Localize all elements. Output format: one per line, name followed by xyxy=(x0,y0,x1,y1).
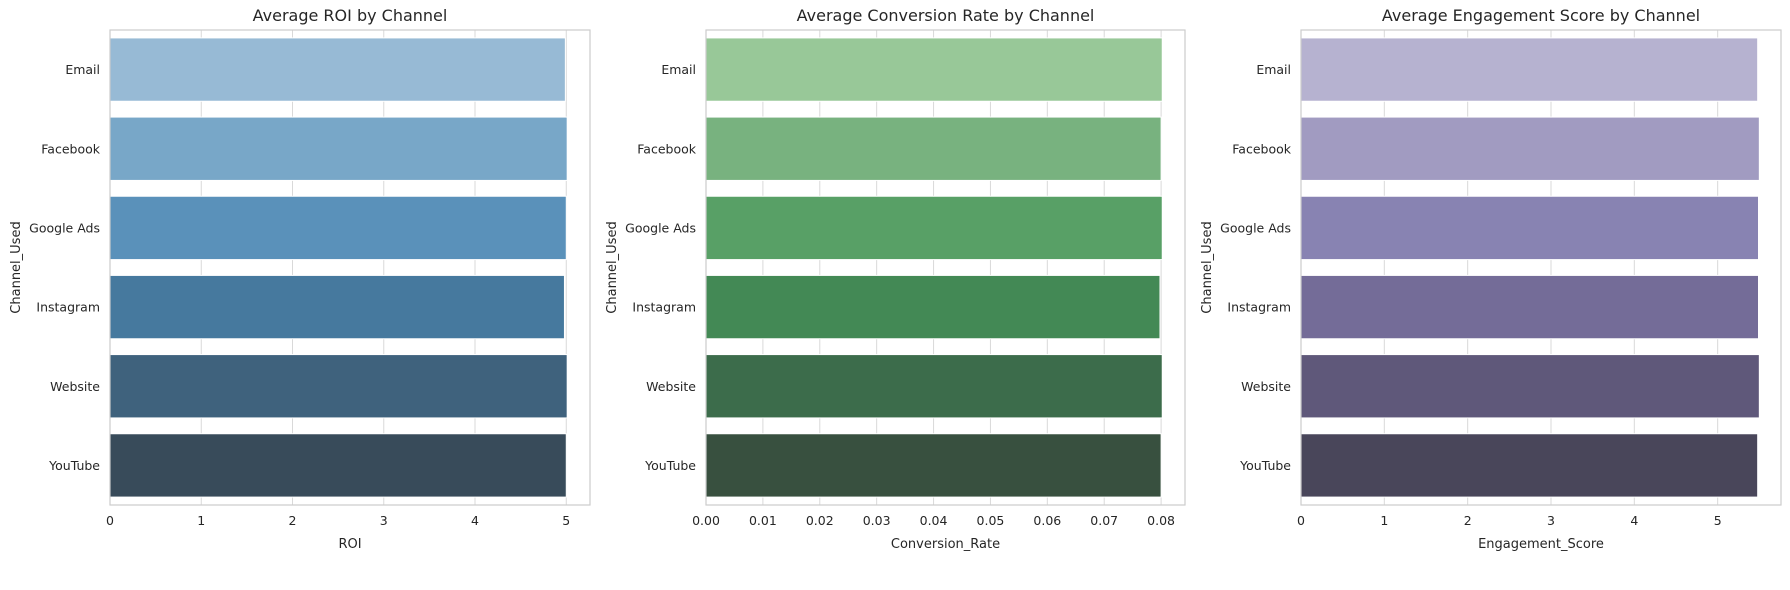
bar-facebook xyxy=(705,116,1162,181)
bar-website xyxy=(109,354,568,419)
bar-email xyxy=(109,37,566,102)
y-tick-label: Facebook xyxy=(637,141,696,156)
chart-title: Average ROI by Channel xyxy=(253,6,448,25)
x-tick-label: 3 xyxy=(380,513,388,528)
chart-panel-3: Email Facebook Google Ads Instagram Website Y… xyxy=(1200,6,1782,552)
y-tick-label: YouTube xyxy=(48,458,100,473)
x-tick-label: 2 xyxy=(289,513,297,528)
bar-google-ads xyxy=(705,195,1163,261)
x-axis-label: Conversion_Rate xyxy=(891,537,1000,552)
y-tick-label: Email xyxy=(1256,62,1291,77)
x-tick-label: 0.06 xyxy=(1033,513,1061,528)
axes-frame xyxy=(1300,29,1782,506)
x-tick-label: 0 xyxy=(106,513,114,528)
axes-frame xyxy=(705,29,1186,506)
x-tick-label: 0.08 xyxy=(1147,513,1175,528)
x-tick-label: 3 xyxy=(1547,513,1555,528)
chart-panel-2: Email Facebook Google Ads Instagram Website Y… xyxy=(605,6,1186,552)
bar-facebook xyxy=(1300,116,1760,181)
y-tick-label: Instagram xyxy=(1227,300,1291,315)
y-tick-label: Website xyxy=(50,379,100,394)
x-tick-label: 0.03 xyxy=(863,513,891,528)
y-tick-label: Google Ads xyxy=(625,220,696,235)
x-tick-label: 0.01 xyxy=(749,513,777,528)
chart-title: Average Engagement Score by Channel xyxy=(1382,6,1700,25)
x-tick-label: 1 xyxy=(1380,513,1388,528)
x-axis-label: ROI xyxy=(338,537,361,552)
y-tick-label: Instagram xyxy=(632,300,696,315)
x-tick-label: 0.07 xyxy=(1090,513,1118,528)
x-tick-label: 0.02 xyxy=(806,513,834,528)
bar-instagram xyxy=(109,274,565,340)
y-tick-label: Google Ads xyxy=(29,220,100,235)
bar-youtube xyxy=(1300,433,1759,498)
x-tick-label: 4 xyxy=(471,513,479,528)
y-tick-label: Email xyxy=(65,62,100,77)
y-tick-label: Instagram xyxy=(36,300,100,315)
y-tick-label: Email xyxy=(661,62,696,77)
x-tick-label: 2 xyxy=(1464,513,1472,528)
y-tick-label: Facebook xyxy=(1232,141,1291,156)
plot-area xyxy=(1301,30,1781,505)
plot-area xyxy=(110,30,590,505)
bar-email xyxy=(1300,37,1759,102)
chart-title: Average Conversion Rate by Channel xyxy=(797,6,1095,25)
bar-youtube xyxy=(705,433,1162,498)
bar-website xyxy=(705,354,1163,419)
bar-website xyxy=(1300,354,1760,419)
chart-panel-1: Email Facebook Google Ads Instagram Website Y… xyxy=(9,6,591,552)
x-tick-label: 4 xyxy=(1630,513,1638,528)
y-tick-label: Website xyxy=(646,379,696,394)
x-tick-label: 0.04 xyxy=(920,513,948,528)
bar-google-ads xyxy=(1300,195,1759,261)
x-tick-label: 0.00 xyxy=(692,513,720,528)
bar-youtube xyxy=(109,433,567,498)
axes-frame xyxy=(109,29,591,506)
y-tick-label: Google Ads xyxy=(1220,220,1291,235)
y-tick-label: YouTube xyxy=(644,458,696,473)
x-tick-label: 0 xyxy=(1297,513,1305,528)
bar-email xyxy=(705,37,1163,102)
plot-area xyxy=(706,30,1185,505)
y-axis-label: Channel_Used xyxy=(605,221,620,313)
bar-google-ads xyxy=(109,195,567,261)
x-tick-label: 5 xyxy=(1714,513,1722,528)
x-tick-label: 5 xyxy=(562,513,570,528)
bar-instagram xyxy=(1300,274,1759,340)
y-axis-label: Channel_Used xyxy=(9,221,24,313)
x-tick-label: 1 xyxy=(197,513,205,528)
x-tick-label: 0.05 xyxy=(977,513,1005,528)
y-tick-label: Website xyxy=(1241,379,1291,394)
y-tick-label: Facebook xyxy=(41,141,100,156)
y-tick-label: YouTube xyxy=(1239,458,1291,473)
bar-instagram xyxy=(705,274,1161,340)
x-axis-label: Engagement_Score xyxy=(1478,537,1604,552)
bar-facebook xyxy=(109,116,568,181)
y-axis-label: Channel_Used xyxy=(1200,221,1215,313)
